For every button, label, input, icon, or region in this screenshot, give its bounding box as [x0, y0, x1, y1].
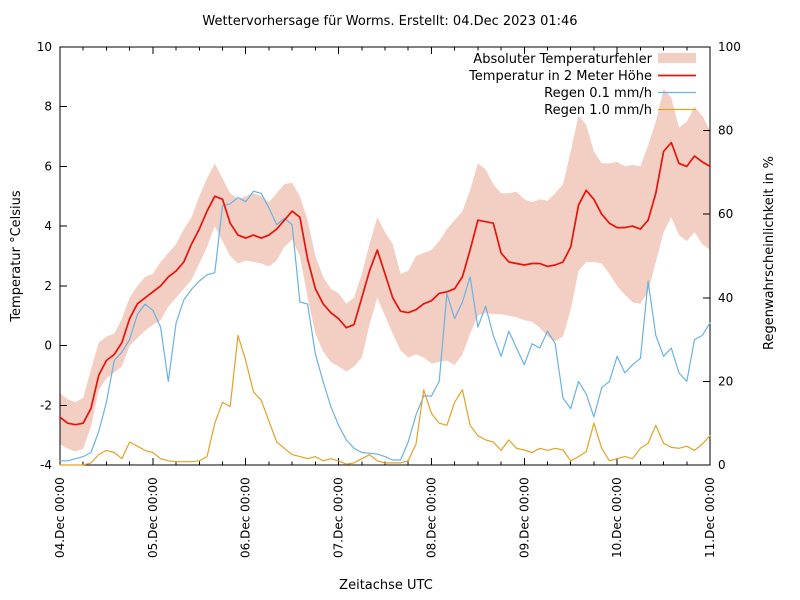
- y-left-tick-label: 2: [44, 279, 52, 293]
- y-left-tick-label: 0: [44, 339, 52, 353]
- y-left-tick-label: -4: [40, 458, 52, 472]
- x-tick-label: 09.Dec 00:00: [517, 477, 531, 558]
- y-axis-left-label: Temperatur °Celsius: [9, 190, 24, 322]
- temperature-line: [59, 141, 711, 426]
- y-right-tick-label: 0: [718, 458, 726, 472]
- y-left-tick-label: 6: [44, 159, 52, 173]
- x-axis-label: Zeitachse UTC: [339, 578, 433, 593]
- y-right-tick-label: 60: [718, 207, 733, 221]
- y-left-tick-label: 10: [37, 40, 52, 54]
- x-tick-label: 07.Dec 00:00: [332, 477, 346, 558]
- y-right-tick-label: 40: [718, 291, 733, 305]
- x-tick-label: 08.Dec 00:00: [424, 477, 438, 558]
- y-axis-right-label: Regenwahrscheinlichkeit in %: [762, 156, 777, 350]
- legend-label: Absoluter Temperaturfehler: [473, 52, 652, 67]
- x-tick-label: 04.Dec 00:00: [53, 477, 67, 558]
- legend-label: Temperatur in 2 Meter Höhe: [468, 69, 652, 84]
- x-tick-label: 11.Dec 00:00: [703, 477, 717, 558]
- rain-10-line: [59, 334, 711, 466]
- x-tick-label: 05.Dec 00:00: [146, 477, 160, 558]
- y-right-tick-label: 80: [718, 124, 733, 138]
- chart-title: Wettervorhersage für Worms. Erstellt: 04…: [202, 14, 578, 29]
- rain-01-line: [59, 190, 711, 462]
- x-tick-label: 10.Dec 00:00: [610, 477, 624, 558]
- legend: Absoluter Temperaturfehler Temperatur in …: [468, 52, 696, 118]
- y-left-tick-label: 4: [44, 219, 52, 233]
- temperature-error-band: [60, 88, 710, 452]
- y-left-tick-label: 8: [44, 100, 52, 114]
- y-right-tick-label: 100: [718, 40, 741, 54]
- y-left-tick-label: -2: [40, 398, 52, 412]
- legend-band-swatch: [658, 53, 696, 63]
- legend-label: Regen 1.0 mm/h: [544, 103, 652, 118]
- x-tick-label: 06.Dec 00:00: [239, 477, 253, 558]
- y-right-tick-label: 20: [718, 374, 733, 388]
- legend-label: Regen 0.1 mm/h: [544, 86, 652, 101]
